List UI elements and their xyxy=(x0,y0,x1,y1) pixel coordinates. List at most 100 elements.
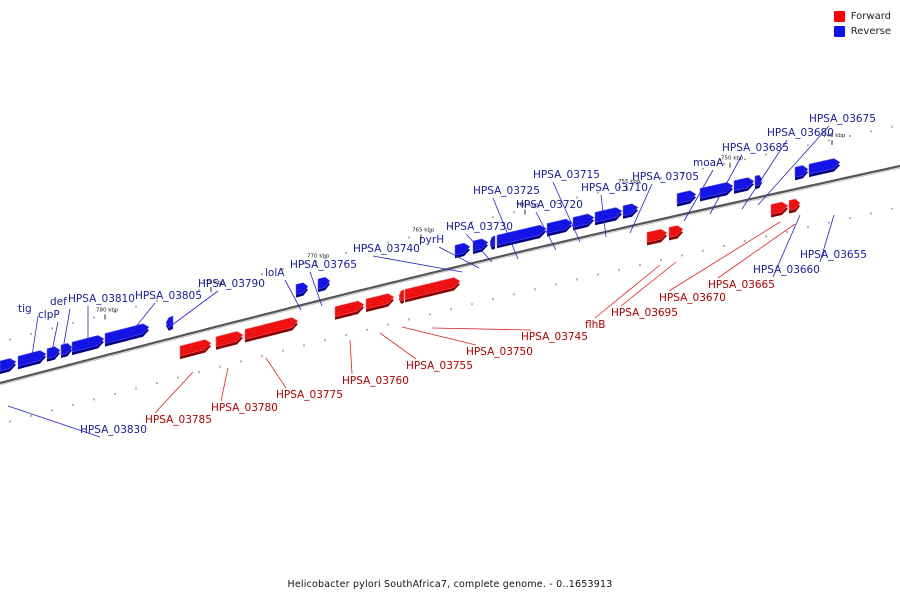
gene-leader-line xyxy=(620,261,677,307)
gene-arrow-hpsa_03675 xyxy=(754,174,763,187)
axis-tick-label: 770 kbp xyxy=(307,253,330,259)
gene-label: HPSA_03670 xyxy=(659,292,726,304)
axis-tick-label: 750 kbp xyxy=(721,156,744,162)
gene-label: HPSA_03715 xyxy=(533,169,600,181)
gene-label: def xyxy=(50,296,67,308)
gene-leader-line xyxy=(167,290,219,329)
gene-leader-line xyxy=(668,221,781,292)
gene-leader-line xyxy=(379,332,417,360)
gene-arrow-hpsa_03680 xyxy=(733,177,755,192)
gene-leader-line xyxy=(717,223,796,279)
gene-leader-line xyxy=(62,308,71,350)
gene-arrow-pyrh xyxy=(472,238,489,252)
gene-label: tig xyxy=(18,303,32,315)
gene-label: HPSA_03765 xyxy=(290,259,357,271)
axis-tick-label: 780 kbp xyxy=(96,308,119,314)
gene-label: HPSA_03660 xyxy=(753,264,820,276)
gene-arrow-hpsa_03790 xyxy=(165,315,174,329)
gene-label: HPSA_03705 xyxy=(632,171,699,183)
gene-leader-line xyxy=(600,194,607,238)
gene-arrow-hpsa_03755 xyxy=(365,293,395,310)
gene-label: HPSA_03695 xyxy=(611,307,678,319)
gene-label: HPSA_03785 xyxy=(145,414,212,426)
gene-leader-line xyxy=(552,181,581,243)
genome-axis xyxy=(0,164,900,385)
gene-label: HPSA_03655 xyxy=(800,249,867,261)
gene-label: HPSA_03775 xyxy=(276,389,343,401)
axis-tick-label: 760 kbp xyxy=(516,203,539,209)
axis-tick-label: 755 kbp xyxy=(618,179,641,185)
legend-item-forward: Forward xyxy=(833,9,891,24)
gene-arrow-hpsa_03710 xyxy=(594,207,623,223)
gene-arrow-def xyxy=(60,343,73,356)
gene-label: clpP xyxy=(38,309,60,321)
gene-arrow-hpsa_03785 xyxy=(179,339,212,357)
gene-leader-line xyxy=(284,279,302,311)
gene-arrow-hpsa_03705 xyxy=(622,203,639,217)
gene-arrow-hpsa_03665 xyxy=(788,198,801,211)
gene-label: HPSA_03780 xyxy=(211,402,278,414)
gene-leader-line xyxy=(349,339,353,375)
gene-arrow-flhb xyxy=(646,228,668,243)
gene-leader-line xyxy=(709,154,743,215)
gene-arrow-hpsa_03775 xyxy=(244,317,299,340)
gene-leader-line xyxy=(819,214,835,263)
axis-tick-label: 745 kbp xyxy=(823,133,846,139)
axis-tick-label: 765 kbp xyxy=(412,228,435,234)
gene-leader-line xyxy=(594,264,661,319)
legend: Forward Reverse xyxy=(833,9,891,39)
gene-label: HPSA_03710 xyxy=(581,182,648,194)
gene-leader-line xyxy=(125,302,156,340)
gene-label: HPSA_03720 xyxy=(516,199,583,211)
gene-leader-line xyxy=(431,327,532,331)
gene-leader-line xyxy=(309,271,323,307)
gene-arrow-hpsa_03745 xyxy=(404,277,461,300)
gene-arrow-hpsa_03765 xyxy=(317,276,331,290)
gene-leader-line xyxy=(372,255,463,273)
gene-label: lolA xyxy=(265,267,285,279)
gene-leader-line xyxy=(535,211,557,251)
gene-label: flhB xyxy=(585,319,605,331)
gene-leader-line xyxy=(492,197,519,260)
gene-arrow-hpsa_03720 xyxy=(546,218,573,234)
gene-arrow-moaa xyxy=(676,190,697,204)
gene-arrow-hpsa_03760 xyxy=(334,300,365,318)
gene-arrow-clpp xyxy=(46,346,61,360)
gene-label: HPSA_03730 xyxy=(446,221,513,233)
genome-caption: Helicobacter pylori SouthAfrica7, comple… xyxy=(287,579,613,590)
gene-label: HPSA_03830 xyxy=(80,424,147,436)
gene-arrow-hpsa_03740 xyxy=(454,242,471,256)
gene-label: HPSA_03685 xyxy=(722,142,789,154)
axis-tick-label: 775 kbp xyxy=(202,280,225,286)
gene-label: HPSA_03790 xyxy=(198,278,265,290)
gene-arrow-hpsa_03830 xyxy=(0,358,17,372)
genome-axis-shadow xyxy=(0,167,900,386)
gene-arrow-hpsa_03695 xyxy=(668,225,684,238)
gene-arrow-hpsa_03780 xyxy=(215,331,244,348)
gene-leader-line xyxy=(51,321,59,352)
gene-label: HPSA_03745 xyxy=(521,331,588,343)
gene-label: HPSA_03805 xyxy=(135,290,202,302)
gene-leader-line xyxy=(683,169,714,222)
gene-label: HPSA_03810 xyxy=(68,293,135,305)
legend-label-reverse: Reverse xyxy=(850,26,891,37)
gene-label: moaA xyxy=(693,157,724,169)
gene-leader-line xyxy=(772,214,801,278)
gene-arrow-hpsa_03655 xyxy=(808,158,841,175)
gene-leader-line xyxy=(757,125,830,206)
gene-label: HPSA_03665 xyxy=(708,279,775,291)
gene-leader-line xyxy=(401,326,477,346)
gene-label: HPSA_03675 xyxy=(809,113,876,125)
gene-leader-line xyxy=(154,371,194,414)
gene-arrow-hpsa_03660 xyxy=(794,165,809,178)
gene-leader-line xyxy=(438,246,480,269)
gene-leader-line xyxy=(265,357,287,389)
legend-swatch-forward xyxy=(833,11,845,22)
gene-label: pyrH xyxy=(419,234,444,246)
legend-label-forward: Forward xyxy=(850,11,891,22)
gene-arrow-lola xyxy=(295,282,309,295)
gene-label: HPSA_03680 xyxy=(767,127,834,139)
gene-label: HPSA_03755 xyxy=(406,360,473,372)
